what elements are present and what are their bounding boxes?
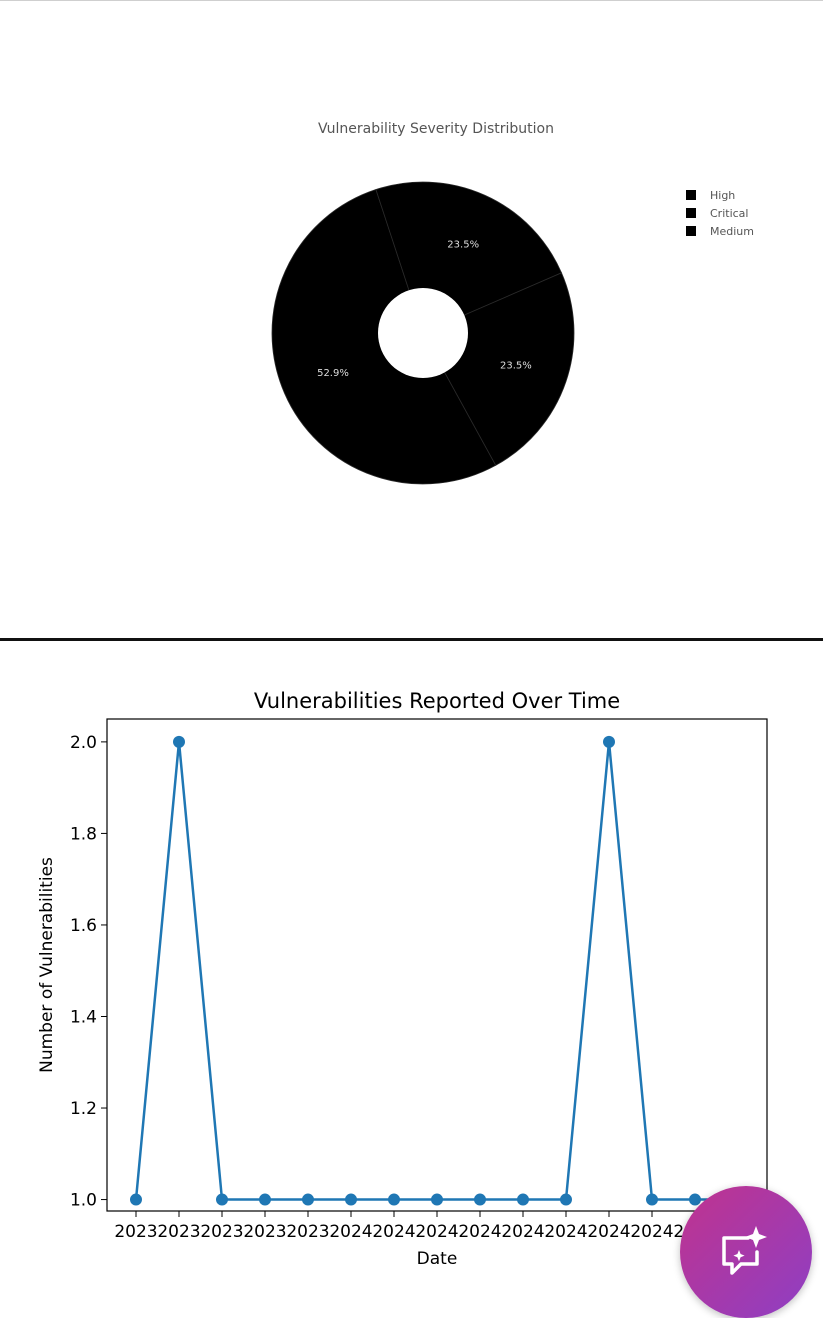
legend-label-high: High: [710, 189, 735, 202]
data-point: [216, 1193, 228, 1206]
pie-pct-label: 23.5%: [447, 239, 479, 250]
x-tick-label: 2024: [501, 1222, 544, 1242]
x-axis-label: Date: [417, 1249, 458, 1269]
severity-donut-chart: Vulnerability Severity Distribution 52.9…: [271, 121, 754, 485]
x-tick-label: 2024: [587, 1222, 630, 1242]
data-point: [646, 1193, 658, 1206]
vulnerabilities-line-chart: Vulnerabilities Reported Over Time 1.0 1.…: [37, 689, 768, 1269]
pie-title: Vulnerability Severity Distribution: [318, 121, 554, 137]
plot-frame: [106, 718, 768, 1212]
data-point: [259, 1193, 271, 1206]
x-tick-label: 2024: [372, 1222, 415, 1242]
data-point: [388, 1193, 400, 1206]
data-point: [474, 1193, 486, 1206]
series-line: [134, 741, 738, 1201]
x-tick-label: 2023: [157, 1222, 200, 1242]
data-point: [603, 735, 615, 748]
y-tick-label: 1.6: [70, 916, 97, 936]
x-tick-label: 2023: [200, 1222, 243, 1242]
x-tick-label: 2024: [458, 1222, 501, 1242]
x-tick-label: 2023: [114, 1222, 157, 1242]
y-tick-label: 1.0: [70, 1191, 97, 1211]
x-tick-label: 2024: [630, 1222, 673, 1242]
y-axis-label: Number of Vulnerabilities: [37, 857, 57, 1073]
x-tick-label: 2023: [286, 1222, 329, 1242]
legend-label-critical: Critical: [710, 207, 748, 220]
y-tick-label: 2.0: [70, 733, 97, 753]
data-point: [345, 1193, 357, 1206]
data-point: [431, 1193, 443, 1206]
line-title: Vulnerabilities Reported Over Time: [254, 689, 620, 713]
x-tick-label: 2024: [415, 1222, 458, 1242]
data-point: [173, 735, 185, 748]
top-rule: [0, 0, 823, 1]
x-tick-label: 2024: [544, 1222, 587, 1242]
pie-pct-label: 23.5%: [500, 361, 532, 372]
y-tick-label: 1.4: [70, 1007, 97, 1027]
pie-pct-label: 52.9%: [317, 368, 349, 379]
y-tick-label: 1.2: [70, 1099, 97, 1119]
data-point: [560, 1193, 572, 1206]
data-point: [517, 1193, 529, 1206]
legend-swatch: [686, 226, 696, 236]
legend-swatch: [686, 208, 696, 218]
y-tick-label: 1.8: [70, 824, 97, 844]
data-point: [302, 1193, 314, 1206]
legend-label-medium: Medium: [710, 225, 754, 238]
legend-swatch: [686, 190, 696, 200]
data-point: [689, 1193, 701, 1206]
data-point: [130, 1193, 142, 1206]
x-tick-label: 2023: [243, 1222, 286, 1242]
ai-chat-button[interactable]: [680, 1186, 812, 1318]
chart-divider: [0, 638, 823, 641]
donut-hole: [378, 288, 468, 378]
x-tick-label: 2024: [329, 1222, 372, 1242]
chat-sparkle-icon: [722, 1226, 767, 1275]
